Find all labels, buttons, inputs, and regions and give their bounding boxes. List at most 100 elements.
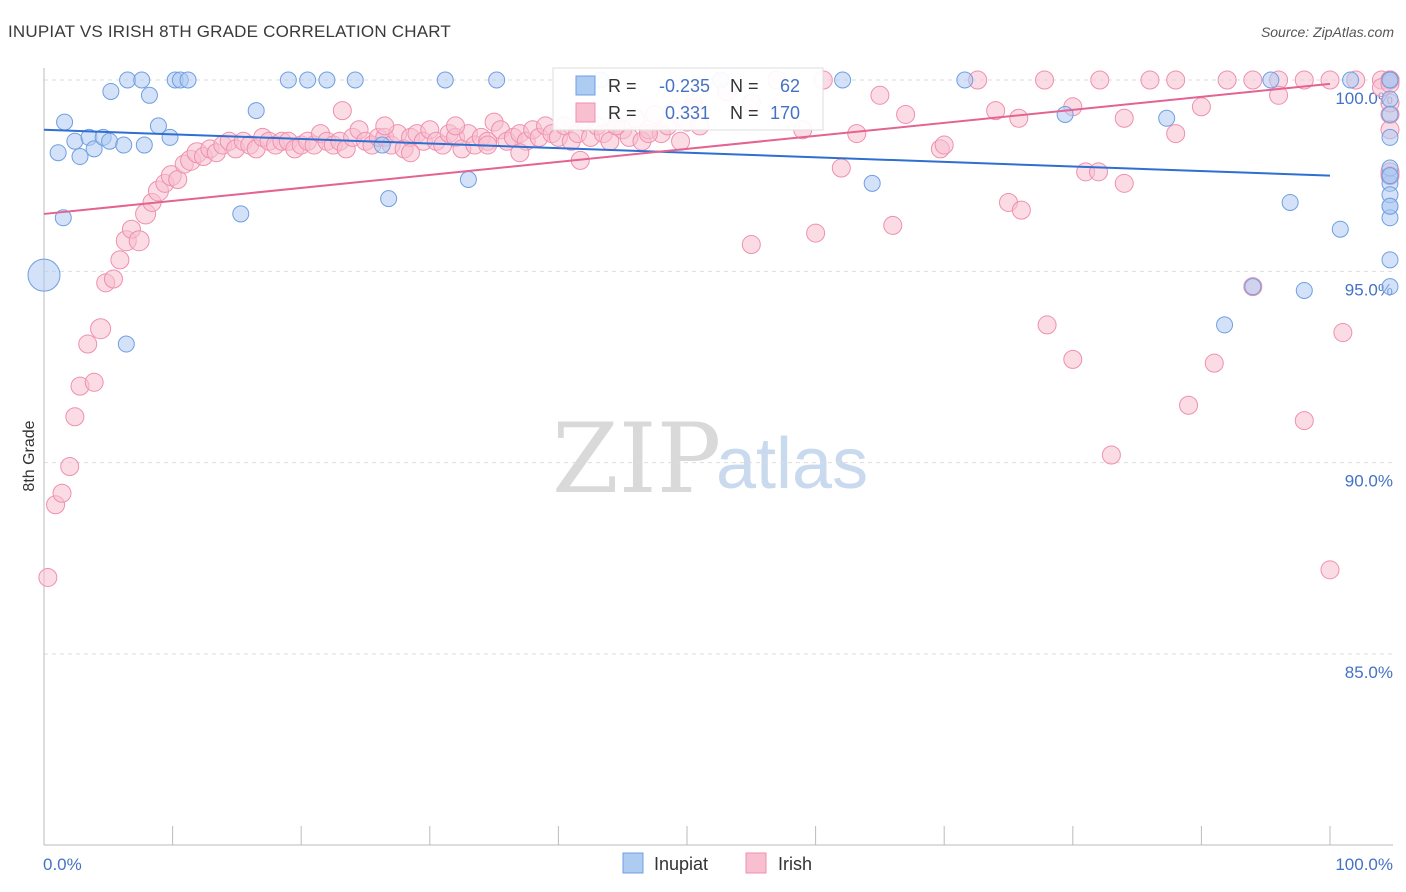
irish-point bbox=[671, 131, 691, 151]
irish-trend-line bbox=[43, 82, 1331, 215]
irish-point bbox=[446, 116, 466, 136]
irish-point bbox=[1089, 162, 1109, 182]
inupiat-point bbox=[56, 113, 74, 131]
y-tick-label: 95.0% bbox=[1345, 280, 1393, 299]
irish-stats-swatch bbox=[575, 102, 596, 123]
irish-point bbox=[1037, 315, 1057, 335]
inupiat-point bbox=[436, 71, 454, 89]
inupiat-point bbox=[1331, 220, 1349, 238]
irish-point bbox=[375, 116, 395, 136]
irish-point bbox=[38, 567, 58, 587]
inupiat-stats-swatch bbox=[575, 75, 596, 96]
x-tick-label-max: 100.0% bbox=[1335, 855, 1393, 874]
irish-point bbox=[78, 334, 98, 354]
irish-point bbox=[1090, 70, 1110, 90]
irish-point bbox=[1269, 85, 1289, 105]
inupiat-point bbox=[133, 71, 151, 89]
inupiat-point bbox=[318, 71, 336, 89]
inupiat-point bbox=[488, 71, 506, 89]
irish-point bbox=[1166, 70, 1186, 90]
inupiat-point bbox=[1281, 193, 1299, 211]
irish-point bbox=[1101, 445, 1121, 465]
inupiat-point bbox=[119, 71, 137, 89]
inupiat-point bbox=[115, 136, 133, 154]
irish-point bbox=[1114, 108, 1134, 128]
y-tick-label: 90.0% bbox=[1345, 472, 1393, 491]
inupiat-point bbox=[1056, 105, 1074, 123]
irish-point bbox=[1011, 200, 1031, 220]
inupiat-point bbox=[834, 71, 852, 89]
y-tick-label: 85.0% bbox=[1345, 663, 1393, 682]
irish-n-label: N = bbox=[730, 103, 759, 123]
irish-point bbox=[1243, 70, 1263, 90]
inupiat-point bbox=[299, 71, 317, 89]
inupiat-n-value: 62 bbox=[780, 76, 800, 96]
inupiat-point bbox=[1158, 109, 1176, 127]
legend-irish-label: Irish bbox=[778, 854, 812, 874]
watermark-atlas: atlas bbox=[716, 424, 868, 504]
irish-point bbox=[60, 456, 80, 476]
inupiat-point bbox=[1381, 197, 1399, 215]
irish-point bbox=[1191, 97, 1211, 117]
inupiat-point bbox=[1381, 128, 1399, 146]
inupiat-point bbox=[279, 71, 297, 89]
irish-point bbox=[986, 101, 1006, 121]
axes bbox=[43, 68, 1393, 846]
x-tick-label-min: 0.0% bbox=[43, 855, 82, 874]
irish-point bbox=[1320, 70, 1340, 90]
irish-point bbox=[90, 318, 112, 340]
inupiat-point bbox=[247, 102, 265, 120]
legend-inupiat-label: Inupiat bbox=[654, 854, 708, 874]
inupiat-point bbox=[956, 71, 974, 89]
inupiat-point bbox=[1295, 281, 1313, 299]
irish-point bbox=[65, 407, 85, 427]
inupiat-trend-line bbox=[43, 128, 1331, 177]
inupiat-point bbox=[1381, 167, 1399, 185]
y-axis-title: 8th Grade bbox=[21, 420, 38, 491]
irish-point bbox=[1009, 108, 1029, 128]
inupiat-point bbox=[27, 258, 61, 292]
irish-point bbox=[934, 135, 954, 155]
legend: Inupiat Irish bbox=[622, 852, 812, 874]
irish-point bbox=[883, 215, 903, 235]
inupiat-points bbox=[27, 71, 1399, 353]
irish-point bbox=[741, 235, 761, 255]
inupiat-point bbox=[232, 205, 250, 223]
irish-point bbox=[332, 101, 352, 121]
inupiat-point bbox=[102, 82, 120, 100]
inupiat-point bbox=[1244, 278, 1262, 296]
irish-point bbox=[1333, 323, 1353, 343]
inupiat-point bbox=[380, 190, 398, 208]
irish-n-value: 170 bbox=[770, 103, 800, 123]
irish-point bbox=[128, 230, 150, 252]
gridlines: 85.0%90.0%95.0%100.0% bbox=[44, 79, 1393, 682]
inupiat-point bbox=[373, 136, 391, 154]
irish-point bbox=[1166, 124, 1186, 144]
inupiat-point bbox=[1216, 316, 1234, 334]
irish-point bbox=[1320, 560, 1340, 580]
irish-r-label: R = bbox=[608, 103, 637, 123]
inupiat-point bbox=[459, 170, 477, 188]
inupiat-point bbox=[135, 136, 153, 154]
irish-point bbox=[84, 372, 104, 392]
irish-point bbox=[52, 483, 72, 503]
inupiat-point bbox=[1381, 71, 1399, 89]
irish-point bbox=[806, 223, 826, 243]
chart-title: INUPIAT VS IRISH 8TH GRADE CORRELATION C… bbox=[8, 22, 451, 41]
inupiat-point bbox=[863, 174, 881, 192]
irish-point bbox=[1294, 70, 1314, 90]
irish-point bbox=[896, 104, 916, 124]
irish-point bbox=[870, 85, 890, 105]
watermark-zip: ZIP bbox=[552, 403, 721, 515]
inupiat-point bbox=[71, 148, 89, 166]
inupiat-r-label: R = bbox=[608, 76, 637, 96]
irish-point bbox=[103, 269, 123, 289]
legend-inupiat-swatch bbox=[622, 852, 644, 874]
inupiat-n-label: N = bbox=[730, 76, 759, 96]
irish-point bbox=[1140, 70, 1160, 90]
inupiat-point bbox=[49, 144, 67, 162]
irish-point bbox=[510, 143, 530, 163]
inupiat-point bbox=[140, 86, 158, 104]
legend-irish-swatch bbox=[745, 852, 767, 874]
